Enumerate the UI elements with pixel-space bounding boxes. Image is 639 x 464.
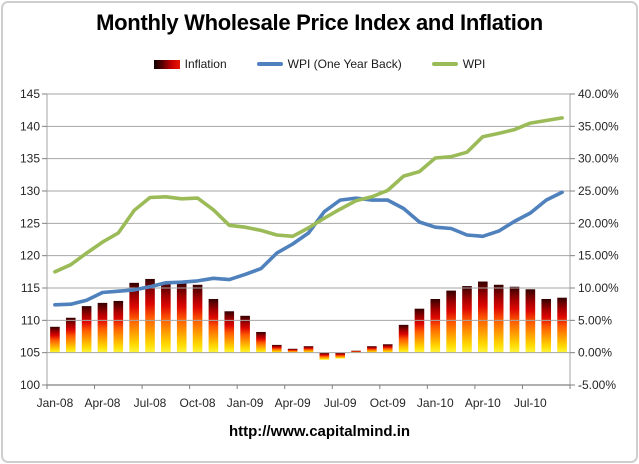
- y-axis-label: 135: [20, 152, 40, 166]
- y-axis-label: 120: [20, 249, 40, 263]
- inflation-bar: [272, 344, 282, 353]
- inflation-bar: [145, 278, 155, 353]
- legend-item-inflation: Inflation: [153, 57, 227, 71]
- y-axis-label: 100: [20, 378, 40, 392]
- y-axis-label: 130: [20, 184, 40, 198]
- inflation-bar: [129, 282, 139, 353]
- legend-item-wpi-one-year-back: WPI (One Year Back): [256, 57, 402, 71]
- legend-label-inflation: Inflation: [184, 57, 227, 71]
- x-axis-label: Jan-10: [417, 396, 454, 410]
- inflation-bar: [240, 315, 250, 353]
- inflation-bar: [176, 282, 187, 353]
- x-axis-label: Jul-09: [324, 396, 357, 410]
- y-axis-label: 140: [20, 119, 40, 133]
- inflation-bar: [81, 306, 92, 353]
- inflation-bar: [430, 298, 441, 353]
- inflation-bar: [382, 344, 393, 353]
- legend-label-wpi: WPI: [462, 57, 486, 71]
- inflation-bar: [446, 290, 456, 353]
- x-axis-label: Jan-09: [227, 396, 264, 410]
- right-axis-label: 30.00%: [578, 152, 619, 166]
- y-axis-label: 110: [21, 313, 40, 327]
- green-line-swatch-icon: [431, 62, 458, 66]
- inflation-bar: [97, 302, 108, 353]
- inflation-bar: [557, 297, 567, 353]
- x-axis-label: Jul-10: [514, 396, 547, 410]
- inflation-bar: [509, 286, 520, 353]
- inflation-bar-swatch-icon: [153, 59, 180, 69]
- right-axis-label: 10.00%: [578, 281, 619, 295]
- inflation-bar: [414, 308, 425, 353]
- wpi-one-year-back-line: [53, 190, 564, 307]
- x-axis-label: Oct-09: [370, 396, 406, 410]
- inflation-bar: [398, 324, 409, 353]
- inflation-bar: [493, 284, 504, 353]
- inflation-bar: [541, 298, 552, 353]
- inflation-bar: [478, 281, 488, 353]
- right-axis-label: 20.00%: [578, 216, 619, 230]
- x-axis-label: Jan-08: [37, 396, 74, 410]
- x-axis-label: Oct-08: [180, 396, 216, 410]
- inflation-bar: [303, 346, 314, 353]
- y-axis-label: 105: [20, 346, 40, 360]
- right-axis-label: 35.00%: [578, 119, 619, 133]
- right-axis-label: 5.00%: [578, 313, 612, 327]
- wpi-line: [53, 116, 564, 274]
- inflation-bar: [525, 289, 536, 353]
- right-axis-label: -5.00%: [578, 378, 616, 392]
- chart-title: Monthly Wholesale Price Index and Inflat…: [96, 10, 543, 35]
- x-axis-label: Apr-08: [84, 396, 120, 410]
- inflation-bar: [224, 311, 235, 353]
- right-axis-label: 15.00%: [578, 249, 619, 263]
- inflation-bar: [113, 300, 124, 353]
- right-axis-label: 25.00%: [578, 184, 619, 198]
- inflation-bar: [462, 286, 472, 353]
- right-axis-label: 0.00%: [578, 346, 612, 360]
- y-axis-label: 125: [20, 216, 40, 230]
- chart-legend: Inflation WPI (One Year Back) WPI: [0, 57, 639, 71]
- inflation-bar: [256, 331, 266, 353]
- inflation-bar: [65, 317, 76, 353]
- inflation-bar: [208, 298, 219, 353]
- inflation-bar: [192, 284, 203, 353]
- inflation-bar: [335, 352, 345, 359]
- inflation-bar: [367, 346, 377, 353]
- y-axis-label: 115: [21, 281, 40, 295]
- inflation-bar: [50, 326, 60, 353]
- inflation-bar: [319, 352, 330, 360]
- x-axis-label: Apr-10: [465, 396, 501, 410]
- inflation-bar: [287, 348, 298, 353]
- inflation-bar: [351, 350, 361, 353]
- x-axis-label: Apr-09: [275, 396, 311, 410]
- footer-url: http://www.capitalmind.in: [228, 423, 411, 440]
- blue-line-swatch-icon: [256, 62, 283, 66]
- y-axis-label: 145: [20, 87, 40, 101]
- legend-item-wpi: WPI: [431, 57, 486, 71]
- right-axis-label: 40.00%: [578, 87, 619, 101]
- inflation-bar: [161, 282, 171, 353]
- x-axis-label: Jul-08: [134, 396, 167, 410]
- legend-label-wpi-one-year-back: WPI (One Year Back): [287, 57, 402, 71]
